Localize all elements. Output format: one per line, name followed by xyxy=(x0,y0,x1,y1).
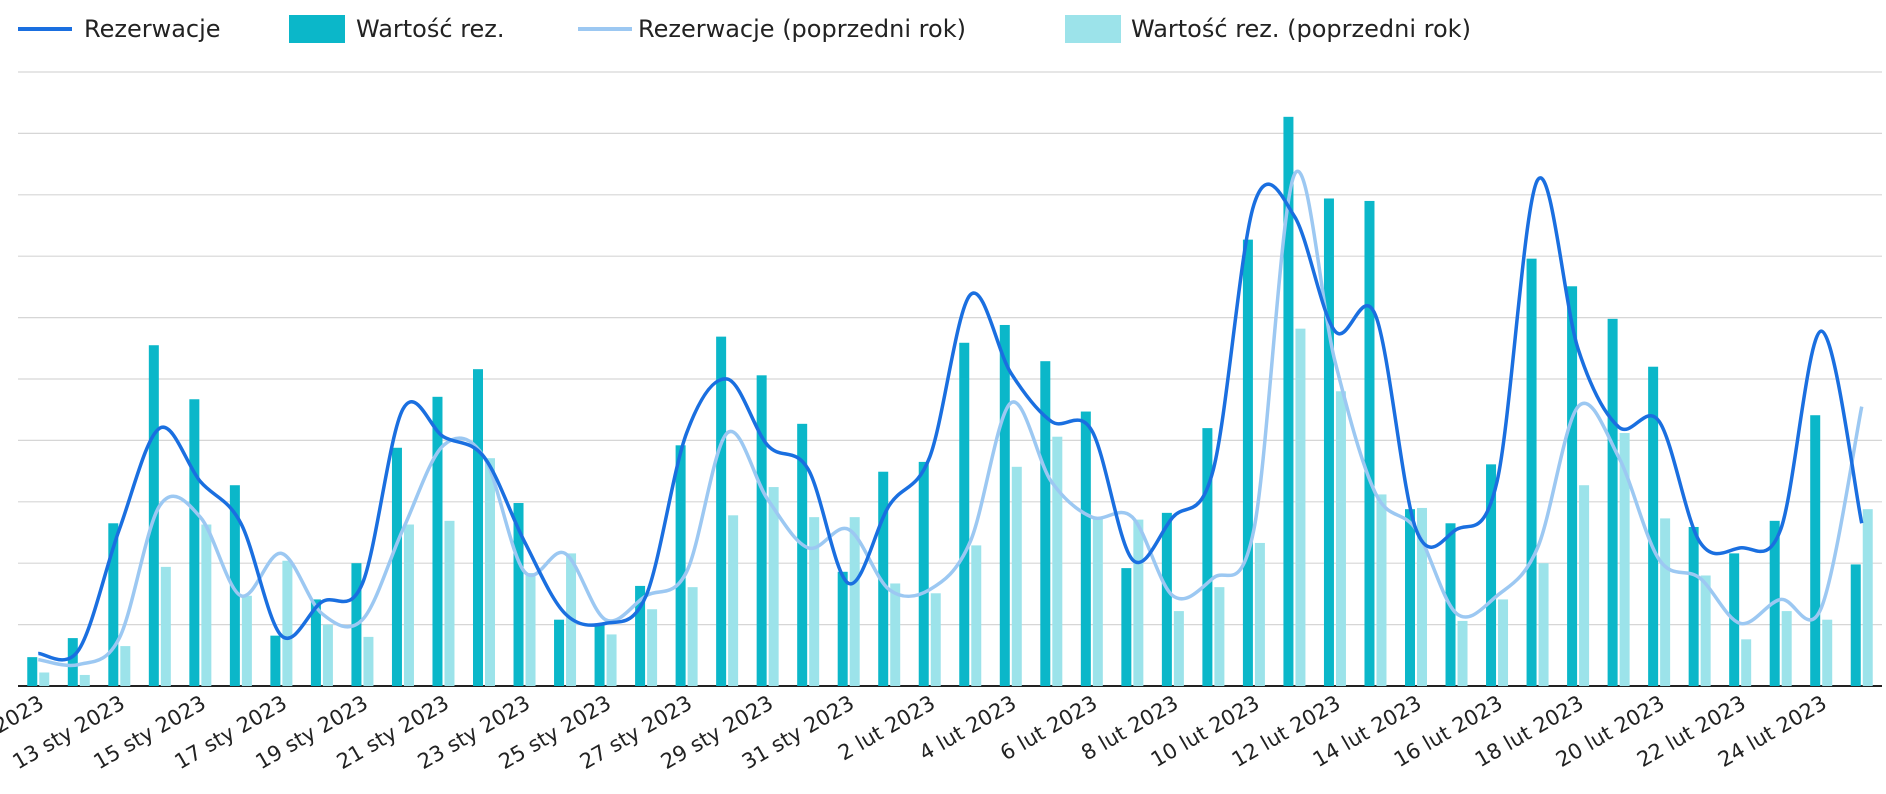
bar xyxy=(282,560,293,686)
bar xyxy=(1011,466,1022,686)
bar xyxy=(1741,639,1752,686)
bar xyxy=(687,587,698,686)
bar xyxy=(1781,611,1792,686)
bar xyxy=(432,396,443,686)
bar xyxy=(403,524,414,686)
line xyxy=(37,176,1864,662)
bar xyxy=(837,571,848,686)
bar xyxy=(1376,494,1387,686)
bar xyxy=(878,471,889,686)
bar xyxy=(1660,518,1671,686)
bar xyxy=(1254,542,1265,686)
bar xyxy=(1202,428,1213,686)
bar xyxy=(930,593,941,686)
bar xyxy=(1417,507,1427,686)
bar xyxy=(1862,509,1873,686)
bar xyxy=(1486,464,1497,686)
bar xyxy=(1405,509,1415,686)
bar xyxy=(39,672,50,686)
legend-swatch xyxy=(1065,15,1121,43)
bar xyxy=(1133,519,1144,686)
bar xyxy=(1364,200,1375,686)
bar xyxy=(971,545,982,686)
bar xyxy=(1335,391,1346,686)
bar xyxy=(554,619,565,686)
bar xyxy=(1648,366,1659,686)
bar xyxy=(1700,575,1711,686)
bar xyxy=(1173,611,1184,686)
bar xyxy=(270,635,281,686)
bar xyxy=(79,674,90,686)
bar xyxy=(1214,587,1225,686)
bar xyxy=(1498,599,1509,686)
bar xyxy=(1295,328,1306,686)
bar xyxy=(391,447,402,686)
bar xyxy=(647,609,658,686)
bar xyxy=(1040,361,1051,686)
bar xyxy=(728,515,739,686)
bar xyxy=(189,399,200,686)
legend-label: Rezerwacje (poprzedni rok) xyxy=(638,15,966,43)
bar xyxy=(444,520,455,686)
bar xyxy=(797,423,808,686)
bar xyxy=(606,634,617,686)
bar xyxy=(363,636,374,686)
bar xyxy=(918,461,929,686)
bar xyxy=(1822,619,1833,686)
bar xyxy=(1607,318,1618,686)
bar xyxy=(1283,116,1294,686)
bar xyxy=(27,657,38,686)
line xyxy=(37,169,1864,668)
bar xyxy=(635,585,646,686)
bar xyxy=(1457,620,1468,686)
legend-label: Wartość rez. xyxy=(356,15,505,43)
bar xyxy=(1619,433,1630,686)
bar xyxy=(1850,564,1861,686)
bar xyxy=(1092,518,1103,686)
bar xyxy=(525,573,536,686)
bar xyxy=(594,623,605,686)
bar xyxy=(959,342,970,686)
bar xyxy=(473,369,483,686)
bar xyxy=(1052,436,1063,686)
bar xyxy=(890,583,901,686)
bar xyxy=(310,599,321,686)
bar xyxy=(675,445,686,686)
bar xyxy=(67,638,78,686)
bar xyxy=(160,566,171,686)
bar xyxy=(485,458,495,686)
bar xyxy=(1242,239,1253,686)
bar xyxy=(1080,411,1091,686)
bar xyxy=(1323,198,1334,686)
bar xyxy=(229,485,240,686)
bar xyxy=(120,646,131,686)
bar xyxy=(322,624,333,686)
bar xyxy=(716,336,727,686)
bar xyxy=(108,523,119,686)
bar xyxy=(768,487,779,686)
bar xyxy=(999,324,1010,686)
bar xyxy=(1810,415,1821,686)
bar xyxy=(1161,512,1172,686)
bar xyxy=(1688,526,1699,686)
bar xyxy=(201,524,212,686)
legend-swatch xyxy=(289,15,345,43)
bar xyxy=(1567,286,1578,686)
bar xyxy=(1121,568,1132,686)
bar xyxy=(241,595,252,686)
bar xyxy=(1579,485,1590,686)
legend-label: Rezerwacje xyxy=(84,15,221,43)
bar xyxy=(513,503,524,686)
bar xyxy=(756,375,767,686)
bar xyxy=(1526,258,1537,686)
bar xyxy=(1538,563,1549,686)
bar xyxy=(849,517,860,686)
legend-label: Wartość rez. (poprzedni rok) xyxy=(1131,15,1471,43)
bar xyxy=(809,517,820,686)
